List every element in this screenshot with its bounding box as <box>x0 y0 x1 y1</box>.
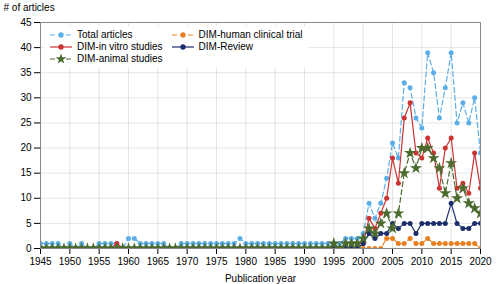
svg-text:1950: 1950 <box>59 256 82 267</box>
html-text:DIM-animal studies: DIM-animal studies <box>77 53 163 64</box>
svg-text:2000: 2000 <box>352 256 375 267</box>
svg-text:1980: 1980 <box>235 256 258 267</box>
html-text:DIM-human clinical trial: DIM-human clinical trial <box>198 29 303 40</box>
svg-text:10: 10 <box>20 192 32 203</box>
html-text:DIM-in vitro studies: DIM-in vitro studies <box>77 41 163 52</box>
svg-text:1960: 1960 <box>117 256 140 267</box>
svg-text:20: 20 <box>20 142 32 153</box>
svg-text:1965: 1965 <box>147 256 170 267</box>
svg-text:25: 25 <box>20 117 32 128</box>
svg-text:1945: 1945 <box>29 256 52 267</box>
html-text:Total articles: Total articles <box>77 29 133 40</box>
svg-text:Publication year: Publication year <box>225 273 297 284</box>
svg-text:45: 45 <box>20 17 32 28</box>
svg-text:2020: 2020 <box>469 256 492 267</box>
svg-text:2015: 2015 <box>440 256 463 267</box>
svg-text:1975: 1975 <box>205 256 228 267</box>
svg-text:15: 15 <box>20 167 32 178</box>
svg-text:1985: 1985 <box>264 256 287 267</box>
svg-text:35: 35 <box>20 67 32 78</box>
svg-text:2010: 2010 <box>411 256 434 267</box>
svg-text:2005: 2005 <box>381 256 404 267</box>
svg-text:1990: 1990 <box>293 256 316 267</box>
svg-text:1995: 1995 <box>323 256 346 267</box>
html-text:DIM-Review: DIM-Review <box>198 41 253 52</box>
svg-text:1970: 1970 <box>176 256 199 267</box>
svg-text:5: 5 <box>26 218 32 229</box>
svg-text:1955: 1955 <box>88 256 111 267</box>
svg-text:30: 30 <box>20 92 32 103</box>
svg-text:40: 40 <box>20 42 32 53</box>
svg-text:# of articles: # of articles <box>4 2 55 13</box>
svg-text:0: 0 <box>26 243 32 254</box>
